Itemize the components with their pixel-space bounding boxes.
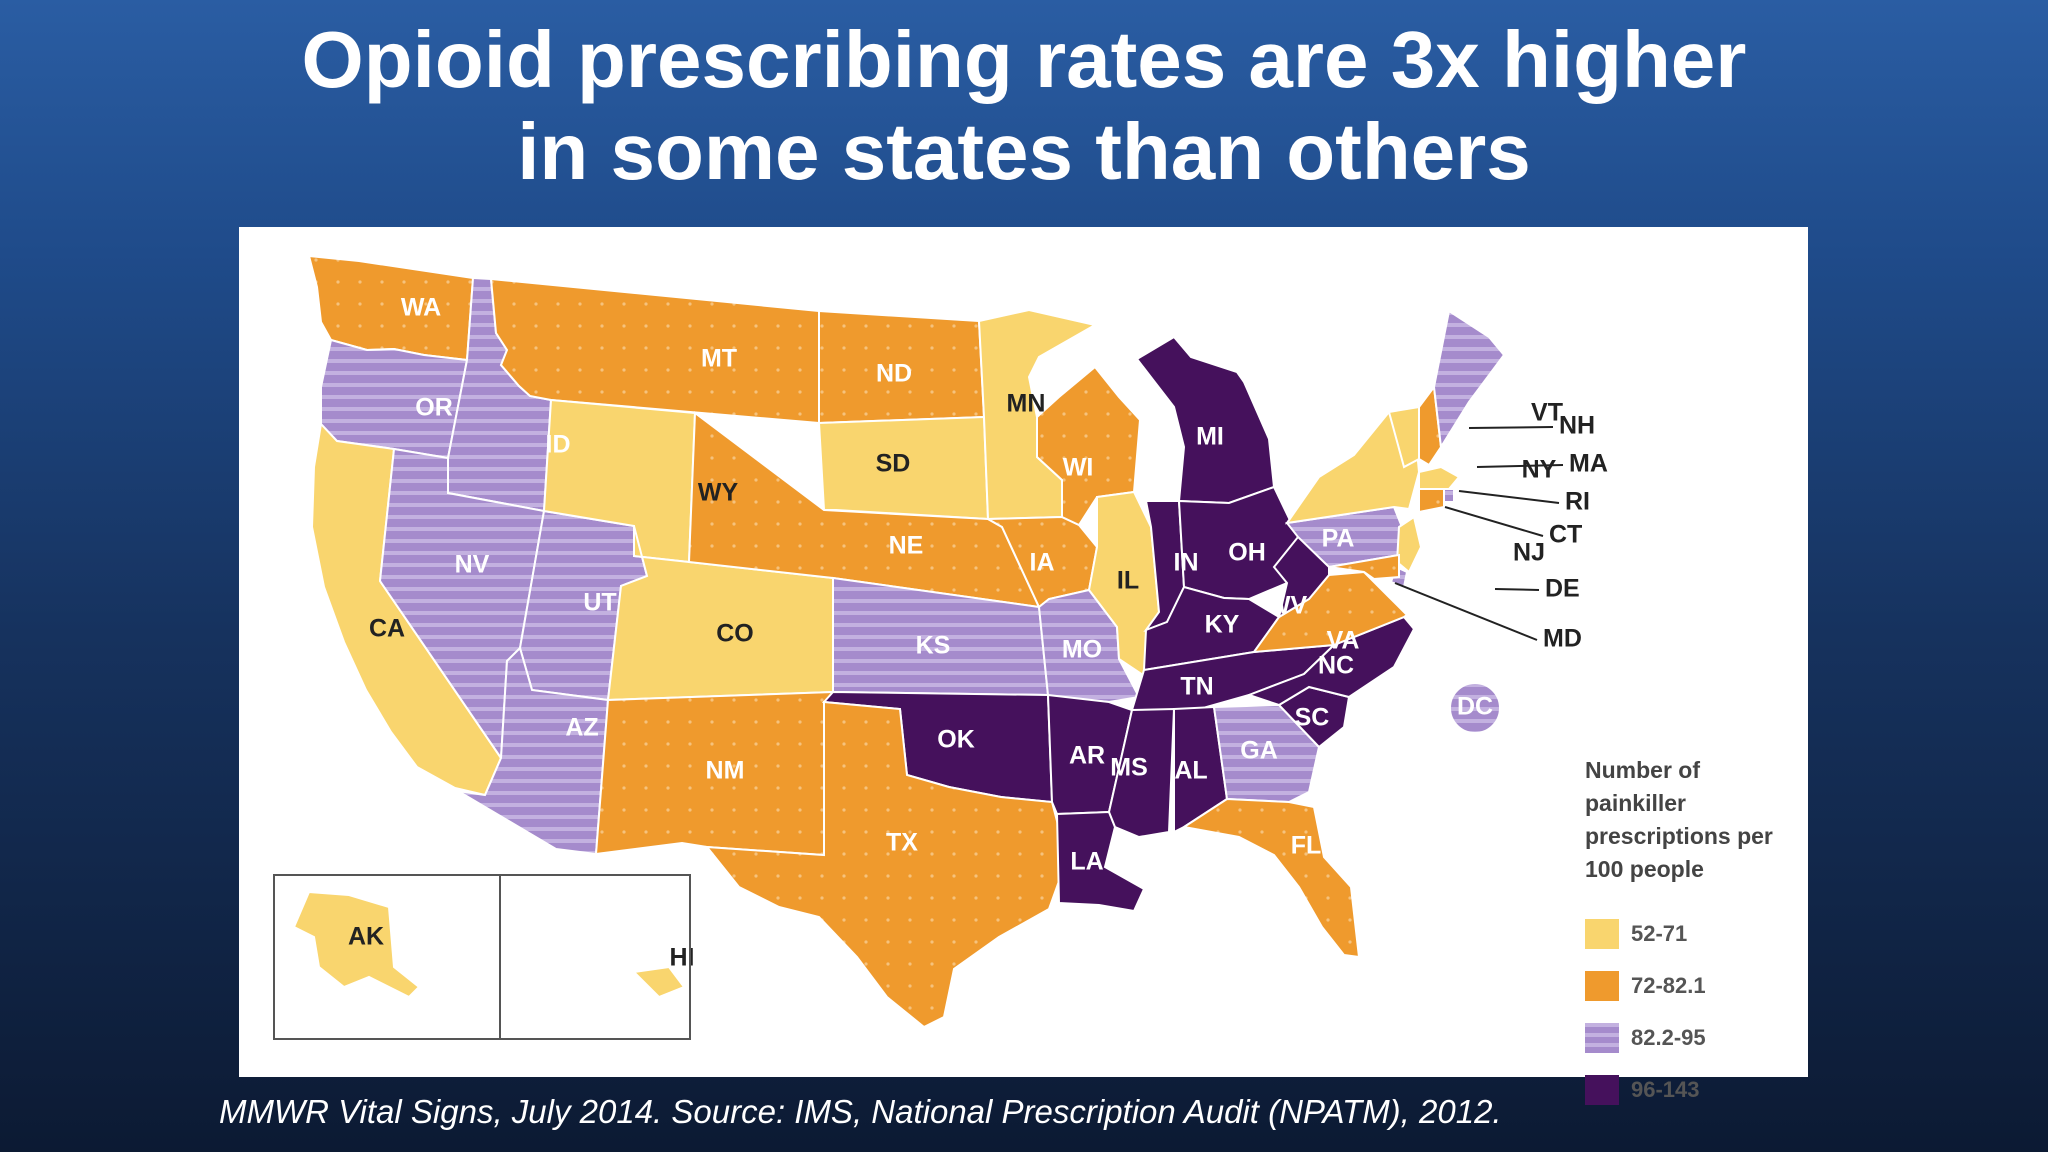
state-label-nv: NV [455,551,490,579]
state-label-tn: TN [1180,673,1213,701]
state-label-mi: MI [1196,423,1224,451]
legend-item: 96-143 [1585,1064,1805,1116]
title-line-2: in some states than others [517,107,1531,196]
state-label-dc: DC [1457,693,1493,721]
state-label-id: ID [546,431,571,459]
state-az [457,646,610,856]
state-label-il: IL [1117,567,1139,595]
state-label-in: IN [1174,549,1199,577]
state-mi [1135,335,1276,505]
state-label-pa: PA [1322,525,1355,553]
state-tx [704,700,1069,1029]
state-label-mn: MN [1007,390,1046,418]
legend-label: 52-71 [1631,921,1688,946]
legend-item: 72-82.1 [1585,960,1805,1012]
leader-line-ri [1458,490,1560,504]
legend-swatch [1585,919,1619,949]
legend-title-line: Number of painkiller [1585,757,1700,816]
state-md [1328,553,1400,581]
state-ri [1443,488,1455,503]
leader-line-nh [1468,426,1554,429]
state-label-ca: CA [369,615,405,643]
legend-swatch [1585,1023,1619,1053]
legend-title-line: 100 people [1585,856,1704,882]
state-label-mt: MT [701,345,737,373]
state-nj [1395,515,1423,574]
legend-item: 52-71 [1585,908,1805,960]
leader-line-ma [1476,464,1564,468]
leader-line-md [1394,582,1538,641]
state-ct [1418,488,1445,514]
state-label-wy: WY [698,479,739,507]
state-label-ak: AK [348,923,384,951]
legend-swatch [1585,971,1619,1001]
state-label-nc: NC [1318,652,1354,680]
state-label-fl: FL [1291,832,1322,860]
state-label-va: VA [1327,627,1360,655]
state-label-de: DE [1545,575,1580,603]
state-label-al: AL [1174,757,1207,785]
state-label-ok: OK [937,726,975,754]
state-label-wv: WV [1267,592,1308,620]
state-label-ia: IA [1030,549,1055,577]
state-label-ri: RI [1565,488,1590,516]
legend-label: 82.2-95 [1631,1025,1706,1050]
title-line-1: Opioid prescribing rates are 3x higher [301,15,1747,104]
state-label-me: ME [1529,349,1567,377]
legend-item: 82.2-95 [1585,1012,1805,1064]
state-fl [1181,797,1361,959]
state-label-nh: NH [1559,412,1595,440]
citation: MMWR Vital Signs, July 2014. Source: IMS… [219,1093,1502,1130]
state-dc [1449,682,1501,734]
legend: Number of painkiller prescriptions per 100… [1585,754,1805,1116]
legend-label: 96-143 [1631,1077,1700,1102]
state-ms [1107,707,1176,839]
state-label-az: AZ [565,714,598,742]
state-label-ky: KY [1205,611,1240,639]
legend-title: Number of painkiller prescriptions per 100… [1585,754,1805,886]
leader-line-de [1494,588,1540,591]
state-label-nj: NJ [1513,539,1545,567]
state-ak [292,890,421,999]
legend-label: 72-82.1 [1631,973,1706,998]
legend-title-line: prescriptions per [1585,823,1773,849]
state-label-md: MD [1543,625,1582,653]
state-label-ut: UT [583,589,616,617]
legend-swatch [1585,1075,1619,1105]
state-label-ct: CT [1549,521,1582,549]
state-label-ne: NE [889,532,924,560]
state-label-ms: MS [1110,754,1148,782]
state-hi [631,965,686,999]
state-label-wi: WI [1063,454,1094,482]
state-label-mo: MO [1062,636,1102,664]
state-label-ks: KS [916,632,951,660]
us-map: WA OR CA ID NV UT AZ MT WY CO NM ND SD NE KS OK TX MN IA MO… [273,254,1608,1040]
state-label-ga: GA [1240,737,1278,765]
state-label-ma: MA [1569,450,1608,478]
slide-title: Opioid prescribing rates are 3x higher i… [0,14,2048,198]
state-label-or: OR [415,394,453,422]
state-label-wa: WA [401,294,441,322]
state-il [1087,490,1161,679]
state-label-ar: AR [1069,742,1105,770]
state-label-nm: NM [706,757,745,785]
state-label-sd: SD [876,450,911,478]
state-label-oh: OH [1228,539,1266,567]
state-me [1432,309,1506,450]
leader-line-ct [1444,506,1544,537]
state-label-ny: NY [1522,456,1557,484]
state-label-sc: SC [1295,704,1330,732]
state-label-co: CO [716,620,754,648]
state-label-la: LA [1070,848,1103,876]
state-ma [1418,465,1461,490]
state-label-vt: VT [1531,399,1563,427]
state-label-tx: TX [886,829,918,857]
map-panel: WA OR CA ID NV UT AZ MT WY CO NM ND SD NE KS OK TX MN IA MO… [239,227,1808,1105]
state-label-nd: ND [876,360,912,388]
